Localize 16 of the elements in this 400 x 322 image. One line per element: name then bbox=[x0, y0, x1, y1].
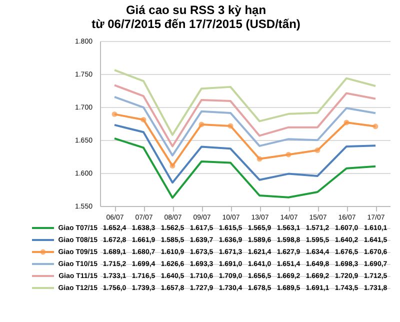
point bbox=[198, 122, 204, 128]
line-series bbox=[114, 96, 376, 156]
point bbox=[372, 124, 378, 130]
point bbox=[228, 123, 234, 129]
chart-title: Giá cao su RSS 3 kỳ hạn từ 06/7/2015 đến 17/7/2015 (USD/tấn) bbox=[92, 3, 300, 31]
point bbox=[170, 163, 176, 169]
point bbox=[140, 117, 146, 122]
point bbox=[314, 148, 320, 154]
line-series bbox=[114, 84, 376, 148]
line-series bbox=[114, 124, 376, 184]
point bbox=[256, 156, 262, 162]
line-series bbox=[114, 69, 376, 136]
line-series bbox=[114, 137, 376, 199]
point bbox=[286, 152, 292, 158]
point bbox=[112, 111, 118, 117]
point bbox=[344, 120, 350, 126]
